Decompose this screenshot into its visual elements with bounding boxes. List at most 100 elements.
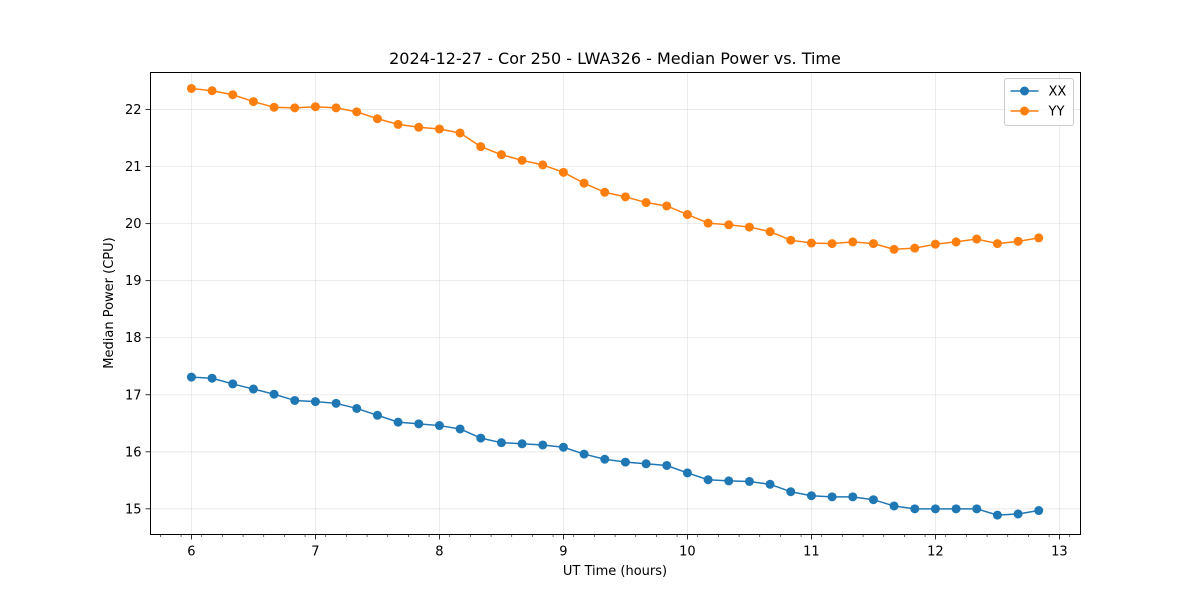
- data-point-xx: [352, 403, 362, 413]
- grid-layer: [150, 72, 1081, 535]
- y-tick-label: 22: [125, 103, 142, 118]
- data-point-yy: [372, 114, 382, 124]
- data-point-xx: [786, 487, 796, 497]
- data-point-xx: [910, 504, 920, 514]
- data-point-xx: [600, 454, 610, 464]
- legend-marker-yy: [1020, 106, 1029, 116]
- y-tick-label: 19: [125, 274, 142, 289]
- y-axis-label: Median Power (CPU): [102, 237, 117, 368]
- data-point-yy: [848, 237, 858, 247]
- y-tick-label: 15: [125, 502, 142, 517]
- plot-frame: [150, 72, 1081, 535]
- data-point-xx: [889, 501, 899, 511]
- data-point-yy: [290, 103, 300, 113]
- data-point-xx: [744, 476, 754, 486]
- data-point-yy: [641, 198, 651, 208]
- data-point-yy: [538, 160, 548, 170]
- data-point-yy: [310, 102, 320, 112]
- data-point-yy: [620, 192, 630, 202]
- data-point-yy: [434, 124, 444, 134]
- x-tick-label: 13: [1051, 545, 1068, 560]
- legend-marker-xx: [1020, 86, 1029, 96]
- data-point-xx: [1034, 506, 1044, 516]
- data-point-yy: [703, 218, 713, 228]
- legend: XX YY: [1004, 78, 1074, 126]
- data-point-yy: [600, 187, 610, 197]
- data-point-xx: [848, 492, 858, 502]
- data-point-xx: [538, 440, 548, 450]
- y-tick-label: 20: [125, 217, 142, 232]
- x-axis: 6 7 8 9 10 11 12 13: [160, 534, 1071, 560]
- y-axis: 15 16 17 18 19 20 21 22: [125, 103, 151, 517]
- data-point-yy: [744, 222, 754, 232]
- data-point-xx: [972, 504, 982, 514]
- data-point-yy: [269, 102, 279, 112]
- data-point-yy: [517, 155, 527, 165]
- data-point-yy: [1013, 236, 1023, 246]
- data-point-xx: [476, 433, 486, 443]
- data-point-xx: [579, 449, 589, 459]
- data-point-xx: [662, 460, 672, 470]
- data-point-yy: [331, 103, 341, 113]
- data-point-xx: [455, 424, 465, 434]
- data-point-yy: [786, 235, 796, 245]
- data-point-xx: [207, 373, 217, 383]
- data-point-xx: [703, 475, 713, 485]
- data-point-yy: [496, 150, 506, 160]
- data-point-yy: [248, 97, 258, 107]
- y-tick-label: 16: [125, 445, 142, 460]
- x-tick-label: 7: [311, 545, 319, 560]
- data-point-yy: [724, 220, 734, 230]
- data-point-yy: [951, 237, 961, 247]
- x-tick-label: 8: [435, 545, 443, 560]
- data-point-xx: [724, 476, 734, 486]
- data-point-yy: [1034, 233, 1044, 243]
- data-point-xx: [310, 397, 320, 407]
- data-point-yy: [352, 107, 362, 117]
- x-tick-label: 9: [559, 545, 567, 560]
- x-tick-label: 10: [679, 545, 696, 560]
- x-tick-label: 6: [187, 545, 195, 560]
- chart-title: 2024-12-27 - Cor 250 - LWA326 - Median P…: [389, 49, 841, 68]
- data-point-xx: [641, 459, 651, 469]
- data-point-xx: [827, 492, 837, 502]
- plot-area: [150, 72, 1081, 535]
- data-point-yy: [992, 239, 1002, 249]
- data-point-xx: [393, 417, 403, 427]
- data-point-yy: [662, 201, 672, 211]
- data-point-yy: [682, 210, 692, 220]
- data-point-yy: [393, 119, 403, 129]
- data-point-xx: [414, 419, 424, 429]
- data-point-yy: [806, 238, 816, 248]
- data-point-yy: [930, 239, 940, 249]
- data-point-yy: [868, 239, 878, 249]
- legend-label-yy: YY: [1048, 105, 1065, 120]
- data-point-yy: [414, 122, 424, 132]
- data-point-yy: [186, 83, 196, 93]
- data-point-xx: [434, 421, 444, 431]
- data-point-yy: [765, 227, 775, 237]
- data-point-yy: [207, 86, 217, 96]
- data-point-xx: [269, 389, 279, 399]
- data-point-yy: [579, 178, 589, 188]
- data-point-xx: [290, 395, 300, 405]
- data-point-xx: [496, 438, 506, 448]
- data-point-xx: [558, 442, 568, 452]
- data-point-xx: [868, 495, 878, 505]
- data-point-yy: [827, 239, 837, 249]
- data-point-xx: [517, 439, 527, 449]
- y-tick-label: 21: [125, 160, 142, 175]
- series-layer: [186, 83, 1044, 520]
- x-axis-label: UT Time (hours): [563, 564, 667, 579]
- data-point-xx: [186, 372, 196, 382]
- data-point-xx: [992, 510, 1002, 520]
- x-tick-label: 11: [803, 545, 820, 560]
- y-tick-label: 17: [125, 388, 142, 403]
- data-point-xx: [682, 468, 692, 478]
- data-point-yy: [910, 243, 920, 253]
- data-point-yy: [889, 244, 899, 254]
- legend-label-xx: XX: [1049, 85, 1067, 100]
- data-point-yy: [228, 90, 238, 100]
- data-point-yy: [972, 234, 982, 244]
